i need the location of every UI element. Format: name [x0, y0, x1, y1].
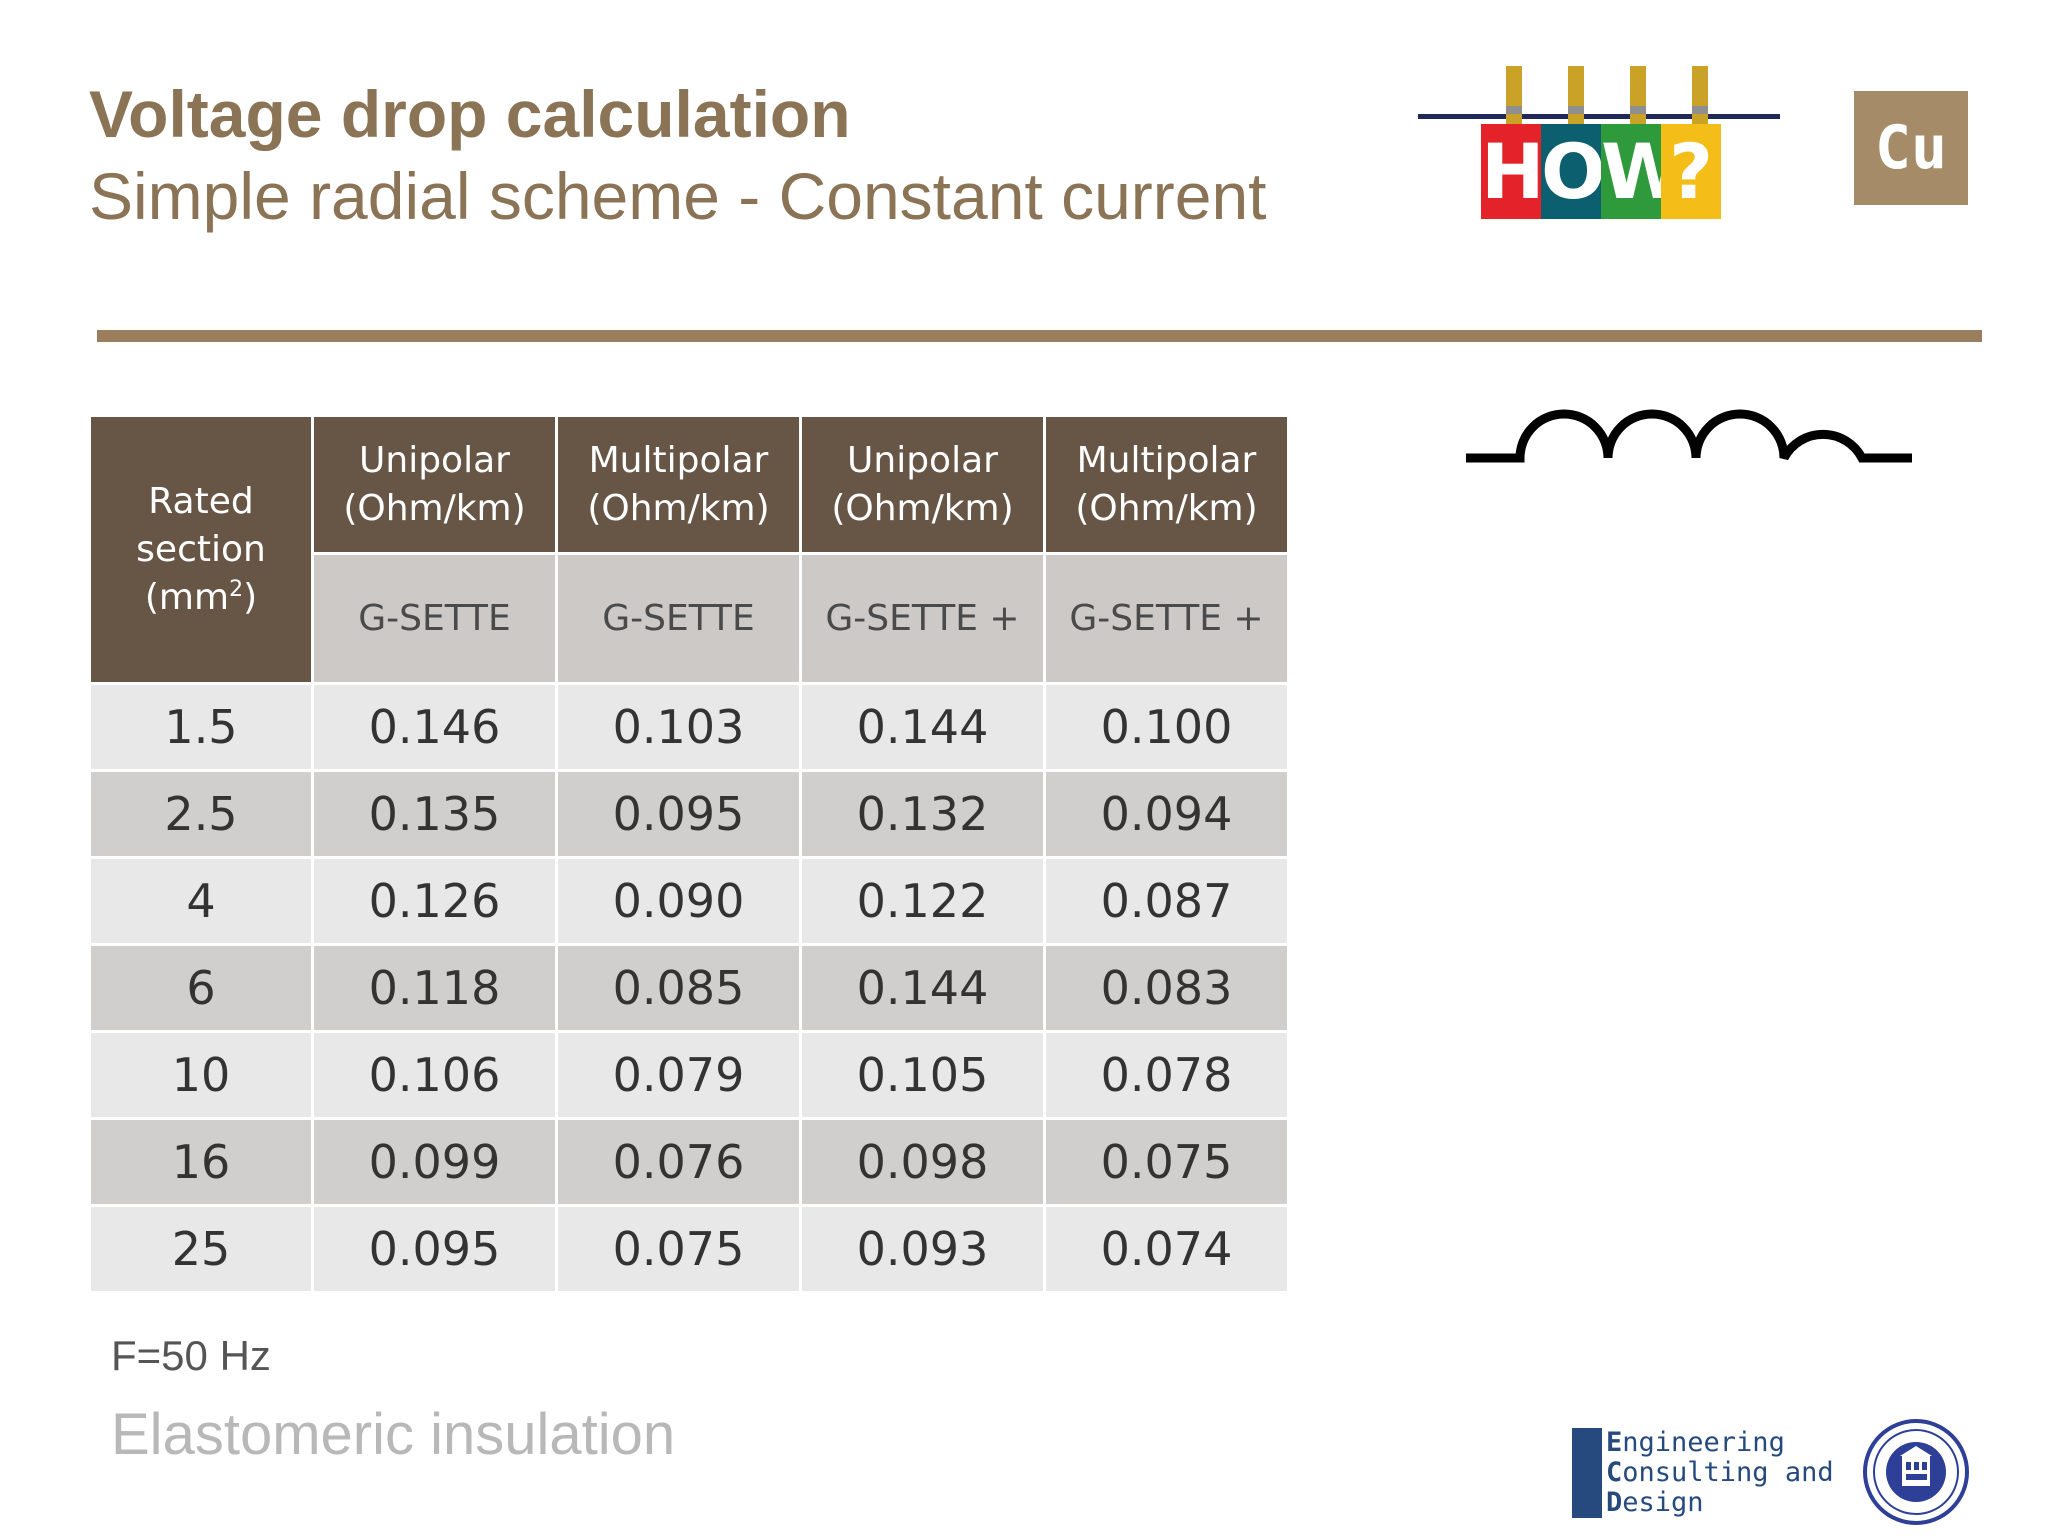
inductor-icon [1466, 409, 1912, 463]
table-row: 2.5 0.135 0.095 0.132 0.094 [88, 769, 1290, 859]
value-cell: 0.095 [311, 1204, 558, 1294]
value-cell: 0.076 [555, 1117, 802, 1207]
value-cell: 0.074 [1043, 1204, 1290, 1294]
value-cell: 0.135 [311, 769, 558, 859]
university-seal-icon [1863, 1419, 1969, 1525]
clip-icon [1506, 66, 1522, 130]
section-cell: 25 [88, 1204, 314, 1294]
value-cell: 0.144 [799, 943, 1046, 1033]
logo-tag-h: H [1481, 124, 1545, 219]
value-cell: 0.144 [799, 682, 1046, 772]
page-title: Voltage drop calculation [89, 77, 851, 151]
section-cell: 10 [88, 1030, 314, 1120]
clip-icon [1630, 66, 1646, 130]
table-row: 6 0.118 0.085 0.144 0.083 [88, 943, 1290, 1033]
header-divider [97, 330, 1982, 342]
table-row: 10 0.106 0.079 0.105 0.078 [88, 1030, 1290, 1120]
value-cell: 0.093 [799, 1204, 1046, 1294]
column-header: Multipolar (Ohm/km) [1043, 414, 1290, 555]
value-cell: 0.079 [555, 1030, 802, 1120]
logo-tag-w: W [1601, 124, 1685, 219]
value-cell: 0.099 [311, 1117, 558, 1207]
rated-section-header: Rated section (mm2) [88, 414, 314, 685]
section-cell: 6 [88, 943, 314, 1033]
value-cell: 0.075 [555, 1204, 802, 1294]
section-cell: 4 [88, 856, 314, 946]
section-cell: 1.5 [88, 682, 314, 772]
product-header: G-SETTE [555, 552, 802, 685]
value-cell: 0.090 [555, 856, 802, 946]
value-cell: 0.085 [555, 943, 802, 1033]
value-cell: 0.100 [1043, 682, 1290, 772]
column-header: Unipolar (Ohm/km) [311, 414, 558, 555]
table-row: 1.5 0.146 0.103 0.144 0.100 [88, 682, 1290, 772]
value-cell: 0.118 [311, 943, 558, 1033]
ecd-logo-bar [1572, 1428, 1602, 1518]
value-cell: 0.132 [799, 769, 1046, 859]
value-cell: 0.083 [1043, 943, 1290, 1033]
value-cell: 0.078 [1043, 1030, 1290, 1120]
section-cell: 16 [88, 1117, 314, 1207]
value-cell: 0.122 [799, 856, 1046, 946]
value-cell: 0.075 [1043, 1117, 1290, 1207]
insulation-note: Elastomeric insulation [111, 1402, 676, 1467]
column-header: Multipolar (Ohm/km) [555, 414, 802, 555]
value-cell: 0.087 [1043, 856, 1290, 946]
how-logo: H O W ? [1418, 62, 1788, 227]
value-cell: 0.098 [799, 1117, 1046, 1207]
clip-icon [1692, 66, 1708, 130]
product-header: G-SETTE [311, 552, 558, 685]
resistance-table: Rated section (mm2) Unipolar (Ohm/km) Mul… [88, 414, 1290, 1294]
value-cell: 0.146 [311, 682, 558, 772]
frequency-note: F=50 Hz [111, 1332, 271, 1379]
table-row: 25 0.095 0.075 0.093 0.074 [88, 1204, 1290, 1294]
clip-icon [1568, 66, 1584, 130]
value-cell: 0.105 [799, 1030, 1046, 1120]
value-cell: 0.095 [555, 769, 802, 859]
section-cell: 2.5 [88, 769, 314, 859]
logo-tag-question: ? [1661, 124, 1721, 219]
ecd-logo: Engineering Consulting and Design [1572, 1428, 1834, 1518]
product-header: G-SETTE + [799, 552, 1046, 685]
product-header: G-SETTE + [1043, 552, 1290, 685]
logo-rope [1418, 114, 1780, 119]
column-header: Unipolar (Ohm/km) [799, 414, 1046, 555]
copper-badge: Cu [1854, 91, 1968, 205]
value-cell: 0.103 [555, 682, 802, 772]
value-cell: 0.106 [311, 1030, 558, 1120]
table-row: 16 0.099 0.076 0.098 0.075 [88, 1117, 1290, 1207]
logo-tag-o: O [1541, 124, 1606, 219]
value-cell: 0.126 [311, 856, 558, 946]
value-cell: 0.094 [1043, 769, 1290, 859]
table-row: 4 0.126 0.090 0.122 0.087 [88, 856, 1290, 946]
page-subtitle: Simple radial scheme - Constant current [89, 159, 1267, 233]
